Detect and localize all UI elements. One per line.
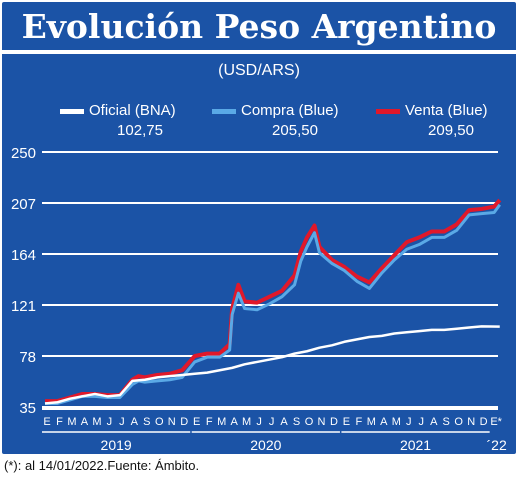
- year-label: ´22: [487, 437, 507, 453]
- x-tick-label: J: [256, 416, 262, 428]
- x-tick-label: M: [367, 416, 376, 428]
- x-tick-label: N: [467, 416, 475, 428]
- x-tick-label: A: [81, 416, 89, 428]
- legend-value-oficial: 102,75: [117, 122, 163, 139]
- legend-value-venta: 209,50: [428, 122, 474, 139]
- x-tick-label: F: [206, 416, 213, 428]
- x-tick-label: M: [217, 416, 226, 428]
- x-tick-label: J: [119, 416, 125, 428]
- y-tick-label: 121: [11, 298, 36, 315]
- y-tick-label: 250: [11, 145, 36, 162]
- x-tick-label: J: [107, 416, 113, 428]
- x-tick-label: D: [480, 416, 488, 428]
- x-tick-label: A: [380, 416, 388, 428]
- legend-swatch-venta: [376, 108, 400, 114]
- legend-label-oficial: Oficial (BNA): [89, 102, 176, 119]
- x-axis: [42, 407, 498, 410]
- year-label: 2020: [250, 437, 281, 453]
- legend-swatch-oficial: [60, 108, 84, 114]
- y-tick-label: 164: [11, 247, 36, 264]
- x-tick-label: S: [443, 416, 450, 428]
- x-tick-label: N: [168, 416, 176, 428]
- x-tick-label: J: [419, 416, 425, 428]
- y-tick-label: 207: [11, 196, 36, 213]
- x-tick-label: O: [305, 416, 314, 428]
- chart-title: Evolución Peso Argentino: [21, 7, 497, 46]
- legend-oficial: Oficial (BNA): [60, 102, 176, 119]
- legend-swatch-compra: [212, 108, 236, 114]
- x-tick-label: J: [406, 416, 412, 428]
- x-tick-label: F: [356, 416, 363, 428]
- x-tick-label: A: [230, 416, 238, 428]
- unit-label: (USD/ARS): [218, 62, 300, 79]
- x-tick-label: J: [269, 416, 275, 428]
- x-tick-label: M: [392, 416, 401, 428]
- x-tick-label: M: [92, 416, 101, 428]
- series-line-compra-blue-: [45, 203, 501, 405]
- year-label: 2021: [400, 437, 431, 453]
- legend-label-compra: Compra (Blue): [241, 102, 339, 119]
- x-tick-label: M: [67, 416, 76, 428]
- x-tick-label: O: [454, 416, 463, 428]
- x-tick-label: E*: [490, 416, 502, 428]
- x-tick-label: E: [193, 416, 200, 428]
- x-tick-label: S: [293, 416, 300, 428]
- series-line-oficial-bna-: [44, 325, 500, 405]
- x-tick-label: E: [343, 416, 350, 428]
- x-tick-label: D: [180, 416, 188, 428]
- x-tick-label: A: [131, 416, 139, 428]
- x-tick-label: S: [143, 416, 150, 428]
- x-tick-label: F: [56, 416, 63, 428]
- legend-venta: Venta (Blue): [376, 102, 488, 119]
- y-tick-label: 78: [19, 349, 36, 366]
- x-tick-label: O: [155, 416, 164, 428]
- x-tick-label: N: [317, 416, 325, 428]
- x-tick-label: D: [330, 416, 338, 428]
- y-tick-label: 35: [19, 400, 36, 417]
- title-divider: [2, 50, 516, 54]
- x-tick-label: E: [43, 416, 50, 428]
- legend-compra: Compra (Blue): [212, 102, 339, 119]
- year-label: 2019: [101, 437, 132, 453]
- legend-value-compra: 205,50: [272, 122, 318, 139]
- chart-card: Evolución Peso Argentino (USD/ARS) Ofici…: [2, 2, 516, 454]
- legend-label-venta: Venta (Blue): [405, 102, 488, 119]
- x-tick-label: A: [430, 416, 438, 428]
- x-tick-label: A: [280, 416, 288, 428]
- x-tick-label: M: [242, 416, 251, 428]
- footnote: (*): al 14/01/2022.Fuente: Ámbito.: [4, 458, 200, 473]
